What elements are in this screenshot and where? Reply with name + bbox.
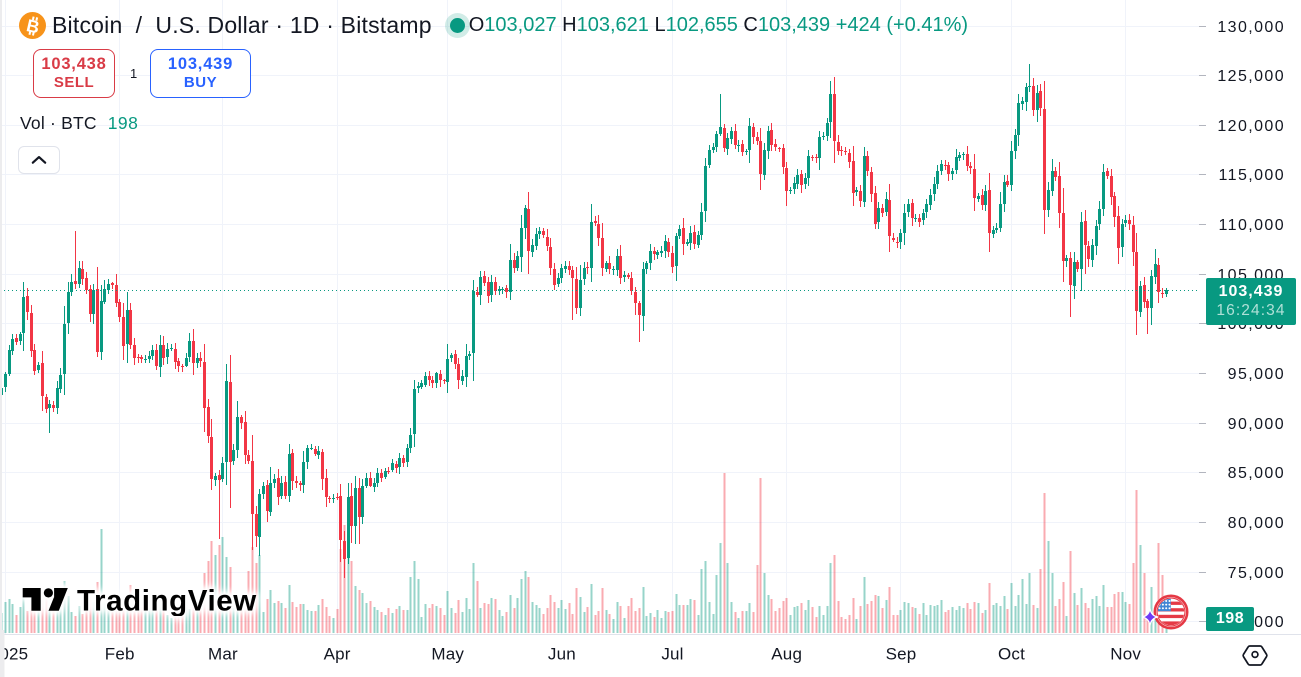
- svg-text:90,000: 90,000: [1228, 416, 1285, 433]
- svg-text:May: May: [431, 645, 464, 664]
- svg-text:Oct: Oct: [998, 645, 1025, 664]
- svg-text:120,000: 120,000: [1217, 118, 1285, 135]
- svg-text:Feb: Feb: [105, 645, 135, 664]
- svg-text:TradingView: TradingView: [77, 586, 257, 616]
- svg-text:Jul: Jul: [661, 645, 683, 664]
- svg-text:Nov: Nov: [1110, 645, 1141, 664]
- svg-text:Jun: Jun: [548, 645, 576, 664]
- svg-text:Sep: Sep: [886, 645, 917, 664]
- svg-text:Aug: Aug: [771, 645, 802, 664]
- svg-text:Mar: Mar: [208, 645, 238, 664]
- svg-text:80,000: 80,000: [1228, 515, 1285, 532]
- svg-text:130,000: 130,000: [1217, 19, 1285, 36]
- svg-text:85,000: 85,000: [1228, 465, 1285, 482]
- svg-text:2025: 2025: [0, 645, 28, 664]
- svg-text:B: B: [24, 15, 41, 37]
- svg-text:75,000: 75,000: [1228, 565, 1285, 582]
- svg-text:95,000: 95,000: [1228, 366, 1285, 383]
- svg-text:110,000: 110,000: [1219, 217, 1285, 234]
- svg-text:Apr: Apr: [324, 645, 351, 664]
- svg-text:125,000: 125,000: [1217, 68, 1285, 85]
- svg-text:115,000: 115,000: [1219, 167, 1285, 184]
